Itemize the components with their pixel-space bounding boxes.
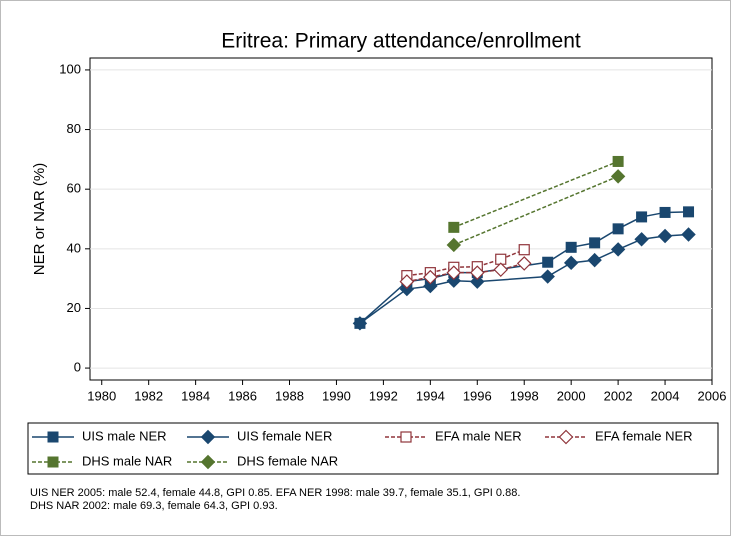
legend-label: EFA male NER bbox=[435, 428, 522, 443]
legend-marker bbox=[47, 431, 59, 443]
x-tick-label: 1992 bbox=[369, 388, 398, 403]
legend-box bbox=[27, 422, 719, 475]
data-point bbox=[610, 169, 626, 184]
legend-marker bbox=[47, 456, 59, 468]
data-point bbox=[565, 241, 577, 253]
data-point bbox=[563, 255, 579, 271]
data-point bbox=[470, 274, 485, 289]
legend-marker bbox=[558, 429, 574, 445]
x-tick-label: 1986 bbox=[228, 388, 257, 403]
plot-area bbox=[89, 57, 713, 381]
data-point bbox=[422, 269, 438, 285]
series-line bbox=[453, 160, 619, 229]
data-point bbox=[540, 269, 555, 284]
data-point bbox=[518, 244, 530, 256]
data-point bbox=[587, 252, 602, 268]
chart-title: Eritrea: Primary attendance/enrollment bbox=[221, 30, 581, 53]
data-point bbox=[469, 265, 485, 281]
data-point bbox=[636, 211, 648, 223]
data-point bbox=[612, 223, 624, 235]
x-tick-label: 1980 bbox=[87, 388, 116, 403]
y-tick-label: 60 bbox=[67, 181, 81, 196]
legend-label: EFA female NER bbox=[595, 428, 693, 443]
legend-label: UIS male NER bbox=[82, 428, 167, 443]
x-tick-label: 1990 bbox=[322, 388, 351, 403]
data-point bbox=[612, 155, 624, 167]
legend-label: DHS female NAR bbox=[237, 453, 338, 468]
x-tick-label: 1996 bbox=[463, 388, 492, 403]
data-point bbox=[542, 256, 554, 268]
data-point bbox=[446, 265, 462, 281]
legend-label: UIS female NER bbox=[237, 428, 332, 443]
data-point bbox=[446, 273, 462, 288]
legend-marker bbox=[200, 454, 216, 470]
data-point bbox=[634, 232, 649, 247]
x-tick-label: 2000 bbox=[557, 388, 586, 403]
legend-marker bbox=[400, 431, 412, 443]
x-tick-label: 1988 bbox=[275, 388, 304, 403]
legend-marker bbox=[200, 429, 216, 445]
legend-label: DHS male NAR bbox=[82, 453, 172, 468]
x-tick-label: 2002 bbox=[604, 388, 633, 403]
data-point bbox=[446, 237, 462, 253]
x-tick-label: 2006 bbox=[698, 388, 727, 403]
y-axis-label: NER or NAR (%) bbox=[31, 163, 48, 276]
data-point bbox=[589, 237, 601, 249]
y-tick-label: 80 bbox=[67, 121, 81, 136]
data-point bbox=[516, 256, 532, 271]
data-point bbox=[493, 262, 509, 278]
x-tick-label: 1982 bbox=[134, 388, 163, 403]
data-point bbox=[659, 206, 671, 218]
x-tick-label: 2004 bbox=[651, 388, 680, 403]
note: DHS NAR 2002: male 69.3, female 64.3, GP… bbox=[30, 500, 278, 512]
data-point bbox=[657, 228, 673, 244]
x-tick-label: 1994 bbox=[416, 388, 445, 403]
y-tick-label: 40 bbox=[67, 240, 81, 255]
data-point bbox=[448, 221, 460, 233]
data-point bbox=[352, 316, 368, 331]
data-point bbox=[399, 274, 415, 289]
y-tick-label: 0 bbox=[74, 360, 81, 375]
y-tick-label: 20 bbox=[67, 300, 81, 315]
x-tick-label: 1998 bbox=[510, 388, 539, 403]
data-point bbox=[610, 242, 626, 257]
note: UIS NER 2005: male 52.4, female 44.8, GP… bbox=[30, 487, 520, 499]
data-point bbox=[423, 278, 438, 294]
data-point bbox=[399, 281, 415, 297]
y-tick-label: 100 bbox=[59, 61, 81, 76]
data-point bbox=[681, 227, 696, 242]
data-point bbox=[683, 206, 695, 218]
x-tick-label: 1984 bbox=[181, 388, 210, 403]
